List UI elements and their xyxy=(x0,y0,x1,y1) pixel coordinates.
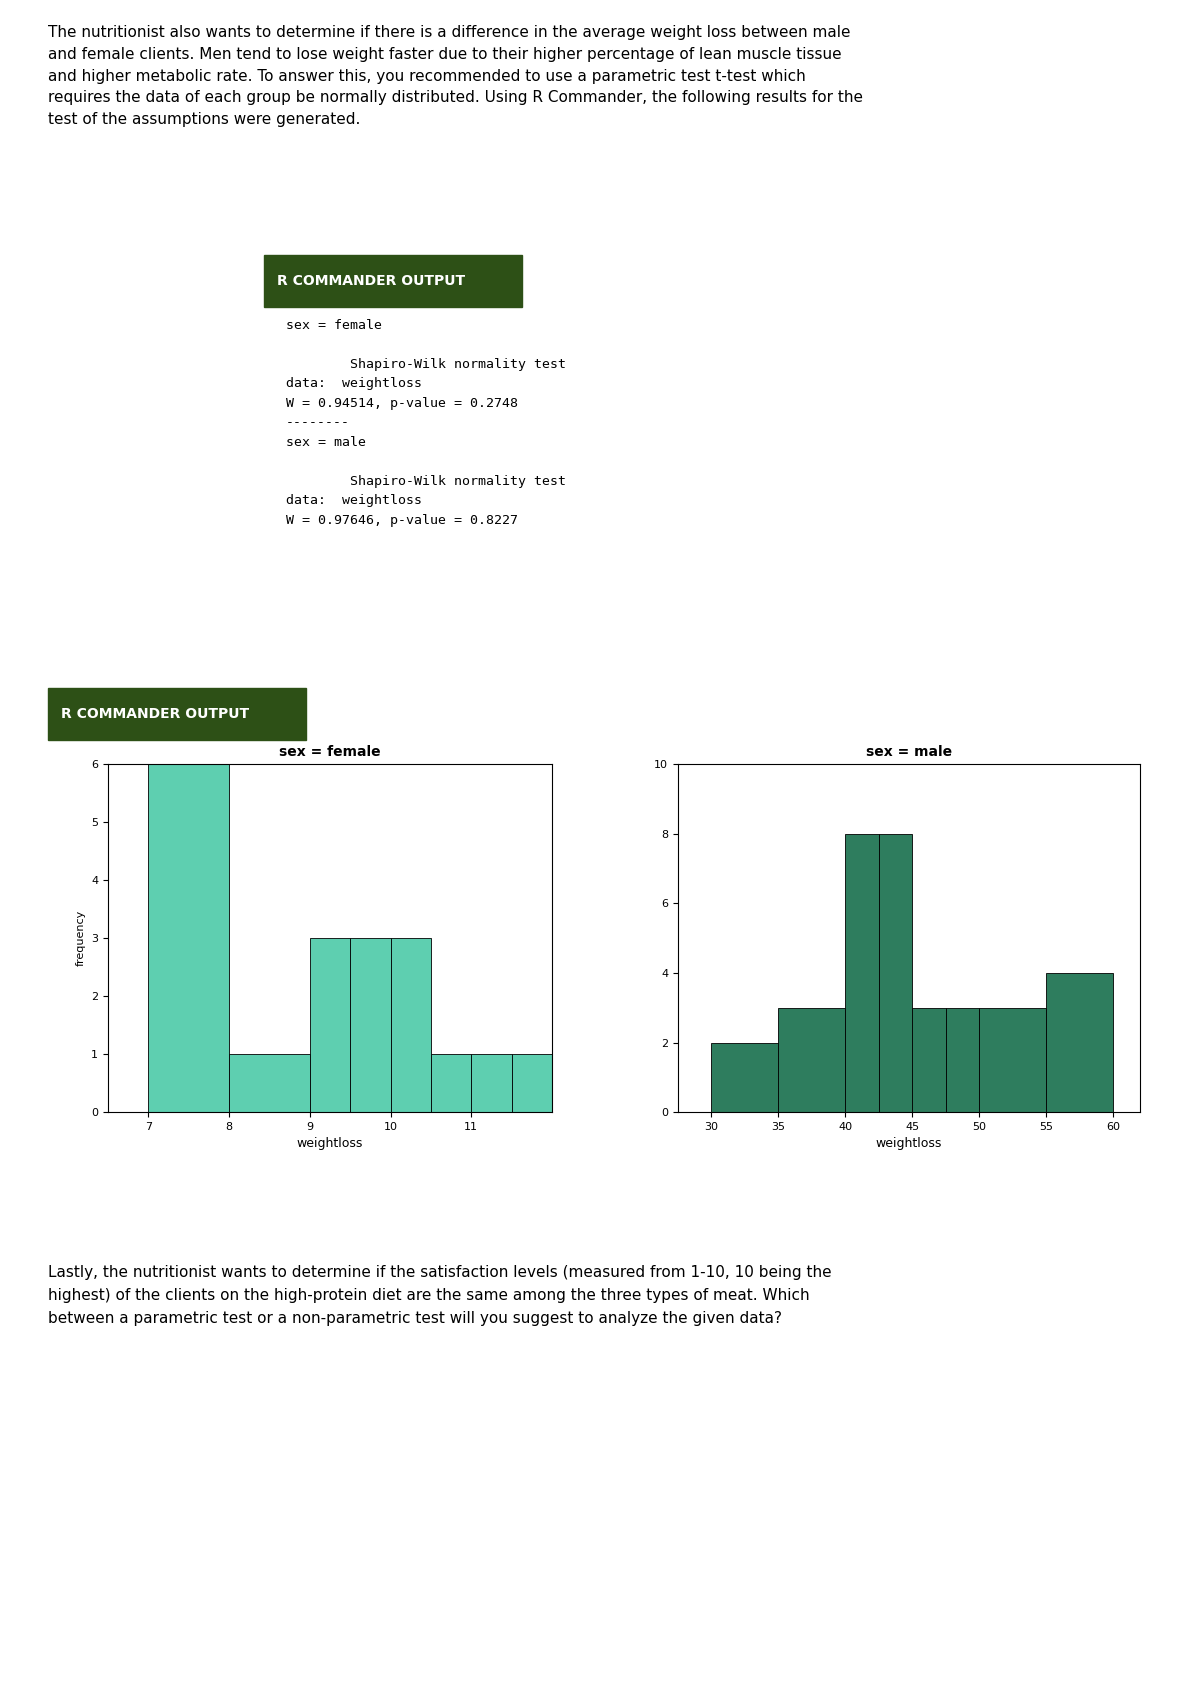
Bar xyxy=(845,834,878,1112)
Bar xyxy=(431,1054,472,1112)
Bar xyxy=(390,939,431,1112)
Title: sex = female: sex = female xyxy=(280,745,380,759)
Bar xyxy=(878,834,912,1112)
Text: The nutritionist also wants to determine if there is a difference in the average: The nutritionist also wants to determine… xyxy=(48,25,863,127)
Bar xyxy=(511,1054,552,1112)
Bar xyxy=(310,939,350,1112)
Text: sex = female

        Shapiro-Wilk normality test
data:  weightloss
W = 0.94514,: sex = female Shapiro-Wilk normality test… xyxy=(286,319,566,526)
Bar xyxy=(149,764,229,1112)
Text: R COMMANDER OUTPUT: R COMMANDER OUTPUT xyxy=(61,706,250,722)
Bar xyxy=(712,1043,779,1112)
FancyBboxPatch shape xyxy=(264,255,522,307)
Bar xyxy=(912,1009,946,1112)
Bar xyxy=(1046,973,1114,1112)
X-axis label: weightloss: weightloss xyxy=(876,1138,942,1151)
FancyBboxPatch shape xyxy=(48,688,306,740)
Y-axis label: frequency: frequency xyxy=(76,910,85,966)
X-axis label: weightloss: weightloss xyxy=(296,1138,364,1151)
Bar xyxy=(946,1009,979,1112)
Bar xyxy=(979,1009,1046,1112)
Bar xyxy=(472,1054,511,1112)
Text: R COMMANDER OUTPUT: R COMMANDER OUTPUT xyxy=(277,273,466,289)
Text: Lastly, the nutritionist wants to determine if the satisfaction levels (measured: Lastly, the nutritionist wants to determ… xyxy=(48,1265,832,1326)
Bar xyxy=(779,1009,845,1112)
Bar xyxy=(350,939,390,1112)
Bar xyxy=(229,1054,310,1112)
Title: sex = male: sex = male xyxy=(866,745,952,759)
